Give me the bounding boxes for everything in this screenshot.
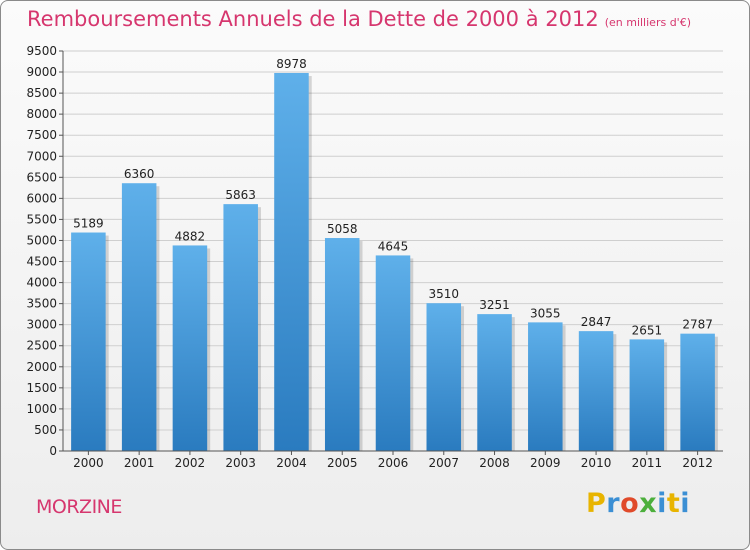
bar-2009 xyxy=(528,322,563,451)
y-tick-label: 2000 xyxy=(26,360,57,374)
y-tick-label: 4000 xyxy=(26,276,57,290)
data-label-2008: 3251 xyxy=(479,298,510,312)
y-tick-label: 8000 xyxy=(26,107,57,121)
y-tick-label: 6000 xyxy=(26,191,57,205)
chart-title: Remboursements Annuels de la Dette de 20… xyxy=(27,7,691,31)
bar-2002 xyxy=(172,245,208,451)
x-tick-label-2011: 2011 xyxy=(632,456,663,470)
y-tick-label: 4500 xyxy=(26,255,57,269)
y-tick-label: 6500 xyxy=(26,170,57,184)
chart-title-text: Remboursements Annuels de la Dette de 20… xyxy=(27,7,599,31)
logo-letter: r xyxy=(606,488,621,519)
y-tick-label: 1500 xyxy=(26,381,57,395)
x-tick-label-2004: 2004 xyxy=(276,456,307,470)
x-tick-label-2001: 2001 xyxy=(124,456,155,470)
y-tick-label: 1000 xyxy=(26,402,57,416)
y-tick-label: 500 xyxy=(34,423,57,437)
bar-2001 xyxy=(121,183,157,452)
x-tick-label-2003: 2003 xyxy=(225,456,256,470)
logo-letter: x xyxy=(639,488,658,519)
y-tick-label: 5000 xyxy=(26,233,57,247)
data-label-2004: 8978 xyxy=(276,57,307,71)
data-label-2011: 2651 xyxy=(632,323,663,337)
data-label-2000: 5189 xyxy=(73,217,104,231)
y-tick-label: 5500 xyxy=(26,212,57,226)
bar-2004 xyxy=(274,72,309,452)
y-tick-label: 3500 xyxy=(26,297,57,311)
bar-2000 xyxy=(71,232,106,451)
data-labels: 5189 6360 4882 5863 8978 5058 4645 3510 3251 3055… xyxy=(73,57,713,337)
bars xyxy=(71,72,718,452)
x-tick-label-2000: 2000 xyxy=(73,456,104,470)
logo-letter: i xyxy=(657,488,667,519)
proxiti-logo: Proxiti xyxy=(586,488,690,519)
x-tick-label-2010: 2010 xyxy=(581,456,612,470)
data-label-2002: 4882 xyxy=(175,229,206,243)
bar-2010 xyxy=(578,331,614,451)
data-label-2003: 5863 xyxy=(225,188,256,202)
data-label-2007: 3510 xyxy=(428,287,459,301)
bar-2007 xyxy=(426,303,462,451)
data-label-2010: 2847 xyxy=(581,315,612,329)
y-tick-label: 7000 xyxy=(26,149,57,163)
x-tick-label-2008: 2008 xyxy=(479,456,510,470)
data-label-2009: 3055 xyxy=(530,306,561,320)
axes xyxy=(62,51,723,452)
x-tick-label-2005: 2005 xyxy=(327,456,358,470)
commune-name: MORZINE xyxy=(36,496,122,518)
x-tick-label-2007: 2007 xyxy=(428,456,459,470)
chart-unit: (en milliers d'€) xyxy=(604,16,691,29)
bar-2008 xyxy=(477,314,512,451)
bar-2011 xyxy=(629,339,665,451)
data-label-2012: 2787 xyxy=(682,318,713,332)
y-tick-label: 9000 xyxy=(26,65,57,79)
x-tick-label-2009: 2009 xyxy=(530,456,561,470)
bar-2012 xyxy=(680,333,715,451)
bar-2003 xyxy=(223,204,258,451)
y-tick-label: 7500 xyxy=(26,128,57,142)
x-axis-tick-labels: 2000 2001 2002 2003 2004 2005 2006 2007 2008 2009… xyxy=(73,451,713,470)
data-label-2001: 6360 xyxy=(124,167,155,181)
logo-letter: o xyxy=(620,488,640,519)
x-tick-label-2006: 2006 xyxy=(378,456,409,470)
y-tick-label: 2500 xyxy=(26,339,57,353)
x-tick-label-2002: 2002 xyxy=(175,456,206,470)
logo-letter: t xyxy=(666,488,681,519)
y-tick-label: 9500 xyxy=(26,44,57,58)
data-label-2006: 4645 xyxy=(378,239,409,253)
bar-2006 xyxy=(375,255,411,451)
y-tick-label: 8500 xyxy=(26,86,57,100)
logo-letter: i xyxy=(680,488,691,519)
y-axis-tick-labels: 0 500 1000 1500 2000 2500 3000 3500 4000 4500 5000… xyxy=(26,44,63,458)
bar-2005 xyxy=(324,238,360,451)
y-tick-label: 3000 xyxy=(26,318,57,332)
x-tick-label-2012: 2012 xyxy=(682,456,713,470)
data-label-2005: 5058 xyxy=(327,222,358,236)
logo-letter: P xyxy=(586,488,607,519)
y-tick-label: 0 xyxy=(49,444,57,458)
